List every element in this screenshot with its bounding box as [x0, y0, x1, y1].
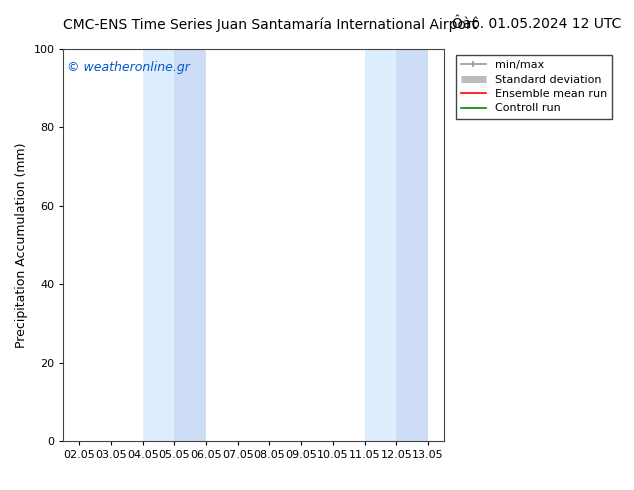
Bar: [365, 49, 396, 441]
Bar: [396, 49, 428, 441]
Bar: [143, 49, 174, 441]
Text: © weatheronline.gr: © weatheronline.gr: [67, 61, 190, 74]
Text: CMC-ENS Time Series Juan Santamaría International Airport: CMC-ENS Time Series Juan Santamaría Inte…: [63, 17, 477, 32]
Text: Ôàô. 01.05.2024 12 UTC: Ôàô. 01.05.2024 12 UTC: [452, 17, 621, 31]
Y-axis label: Precipitation Accumulation (mm): Precipitation Accumulation (mm): [15, 142, 28, 348]
Bar: [174, 49, 206, 441]
Legend: min/max, Standard deviation, Ensemble mean run, Controll run: min/max, Standard deviation, Ensemble me…: [456, 54, 612, 119]
